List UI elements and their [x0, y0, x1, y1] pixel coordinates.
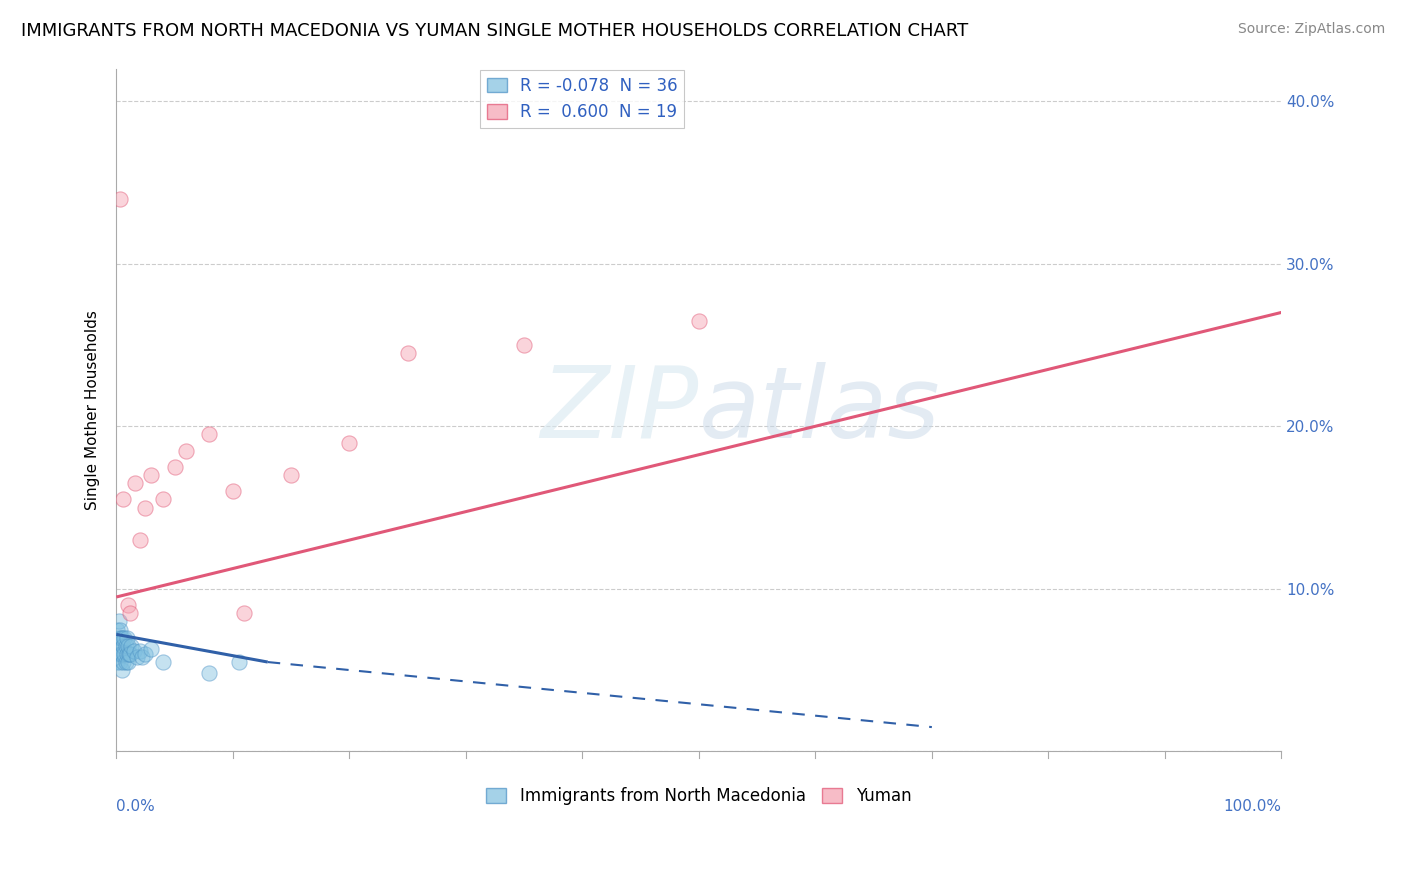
Point — [280, 468, 302, 483]
Text: Source: ZipAtlas.com: Source: ZipAtlas.com — [1237, 22, 1385, 37]
Point — [114, 655, 136, 669]
Point — [108, 655, 131, 669]
Point — [127, 650, 149, 665]
Point — [688, 313, 710, 327]
Point — [114, 639, 136, 653]
Point — [337, 435, 360, 450]
Point — [128, 533, 150, 547]
Y-axis label: Single Mother Households: Single Mother Households — [86, 310, 100, 510]
Point — [112, 631, 135, 645]
Point — [115, 631, 138, 645]
Point — [120, 607, 142, 621]
Point — [198, 427, 221, 442]
Point — [112, 655, 135, 669]
Point — [233, 607, 256, 621]
Point — [128, 643, 150, 657]
Point — [117, 639, 139, 653]
Point — [118, 647, 141, 661]
Point — [124, 476, 146, 491]
Point — [198, 666, 221, 681]
Point — [108, 623, 131, 637]
Point — [107, 615, 129, 629]
Point — [108, 192, 131, 206]
Text: atlas: atlas — [699, 361, 941, 458]
Point — [152, 492, 174, 507]
Text: 100.0%: 100.0% — [1223, 799, 1281, 814]
Point — [222, 484, 245, 499]
Point — [163, 459, 186, 474]
Point — [120, 647, 142, 661]
Point — [134, 647, 156, 661]
Point — [112, 639, 135, 653]
Point — [115, 647, 138, 661]
Point — [117, 655, 139, 669]
Point — [131, 650, 153, 665]
Point — [107, 631, 129, 645]
Point — [141, 642, 163, 657]
Point — [112, 492, 135, 507]
Point — [111, 663, 134, 677]
Text: 0.0%: 0.0% — [117, 799, 155, 814]
Legend: Immigrants from North Macedonia, Yuman: Immigrants from North Macedonia, Yuman — [479, 780, 918, 812]
Text: IMMIGRANTS FROM NORTH MACEDONIA VS YUMAN SINGLE MOTHER HOUSEHOLDS CORRELATION CH: IMMIGRANTS FROM NORTH MACEDONIA VS YUMAN… — [21, 22, 969, 40]
Point — [122, 643, 145, 657]
Text: ZIP: ZIP — [540, 361, 699, 458]
Point — [110, 631, 132, 645]
Point — [112, 647, 135, 661]
Point — [107, 623, 129, 637]
Point — [513, 338, 536, 352]
Point — [228, 655, 250, 669]
Point — [174, 443, 197, 458]
Point — [111, 647, 134, 661]
Point — [396, 346, 419, 360]
Point — [120, 639, 142, 653]
Point — [107, 647, 129, 661]
Point — [108, 639, 131, 653]
Point — [107, 655, 129, 669]
Point — [152, 655, 174, 669]
Point — [134, 500, 156, 515]
Point — [141, 468, 163, 483]
Point — [117, 598, 139, 612]
Point — [110, 647, 132, 661]
Point — [111, 631, 134, 645]
Point — [107, 639, 129, 653]
